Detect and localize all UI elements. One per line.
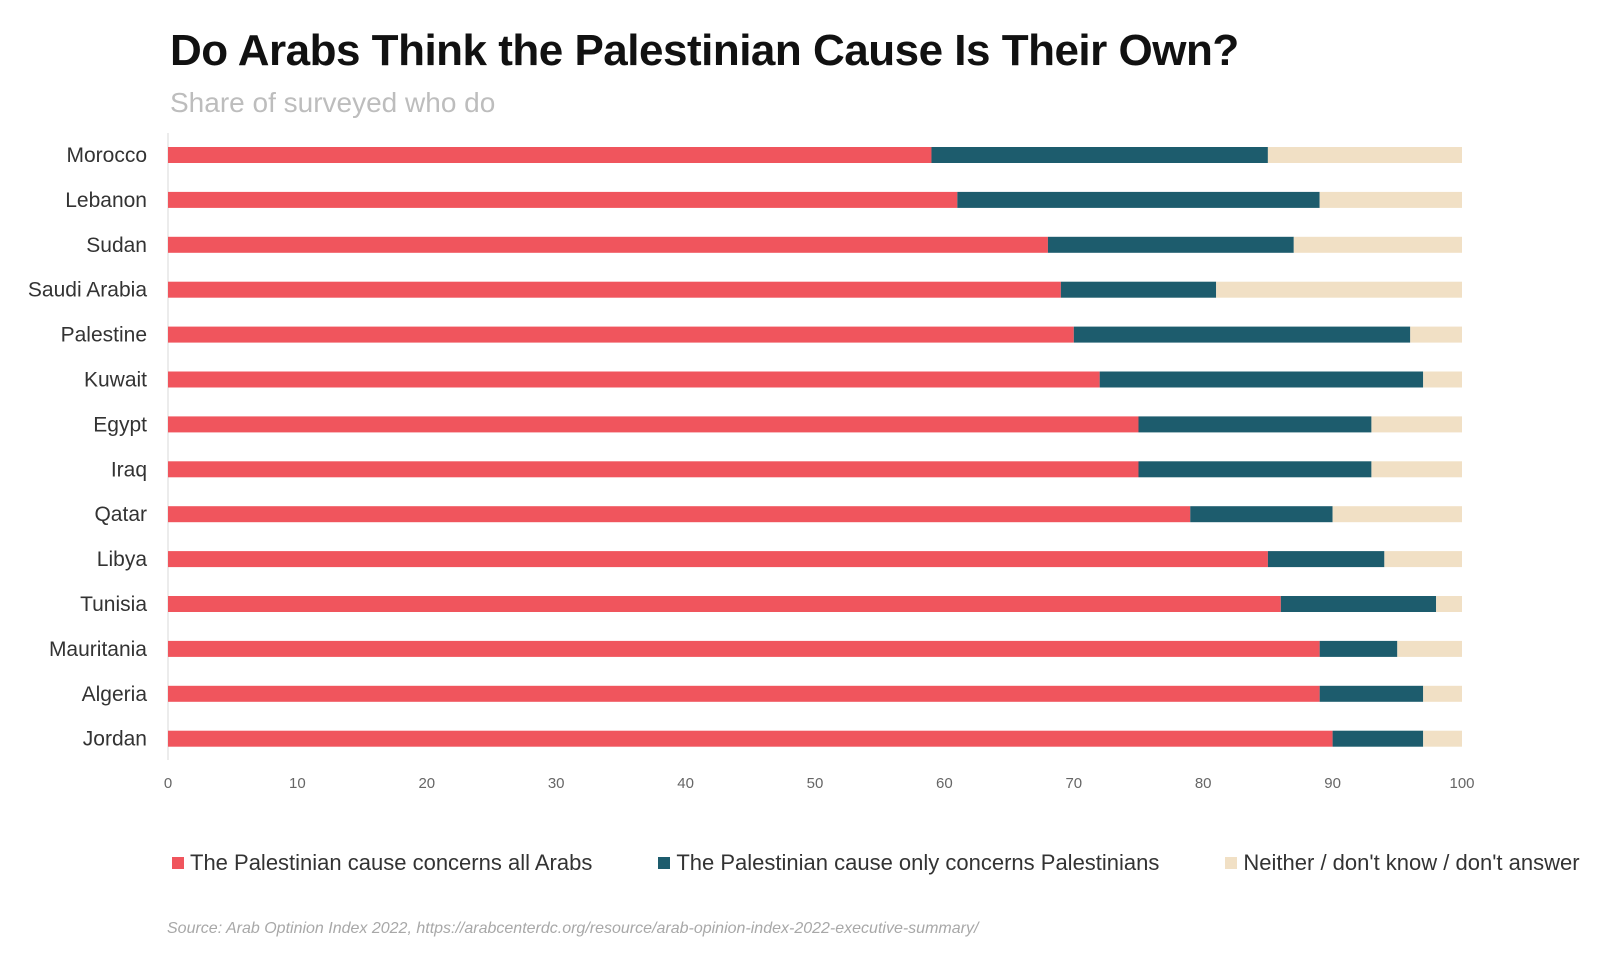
category-label-iraq: Iraq — [111, 458, 147, 481]
bar-kuwait-series-2 — [1423, 371, 1462, 388]
category-label-palestine: Palestine — [61, 324, 147, 347]
bar-saudi-arabia-series-1 — [1060, 281, 1217, 298]
bar-lebanon-series-2 — [1319, 191, 1462, 208]
bar-saudi-arabia-series-0 — [168, 281, 1061, 298]
bar-libya-series-0 — [168, 551, 1268, 568]
category-label-sudan: Sudan — [86, 234, 147, 257]
category-label-mauritania: Mauritania — [49, 638, 147, 661]
category-label-libya: Libya — [97, 548, 148, 571]
source-note: Source: Arab Optinion Index 2022, https:… — [167, 920, 979, 937]
category-label-egypt: Egypt — [93, 413, 147, 436]
bar-egypt-series-0 — [168, 416, 1139, 433]
bar-iraq-series-0 — [168, 461, 1139, 478]
x-tick-label-10: 10 — [289, 775, 306, 792]
x-tick-label-40: 40 — [677, 775, 694, 792]
x-tick-label-60: 60 — [936, 775, 953, 792]
bar-qatar-series-2 — [1332, 506, 1462, 523]
x-tick-label-50: 50 — [807, 775, 824, 792]
legend-swatch-neither — [1225, 857, 1238, 869]
stacked-bar-chart: Morocco Lebanon Sudan Saudi Arabia Palestine… — [28, 133, 1475, 792]
bar-mauritania-series-2 — [1397, 640, 1462, 657]
bar-qatar-series-0 — [168, 506, 1191, 523]
bar-palestine-series-0 — [168, 326, 1074, 343]
bar-iraq-series-1 — [1138, 461, 1372, 478]
category-label-algeria: Algeria — [82, 683, 148, 706]
bar-palestine-series-1 — [1073, 326, 1411, 343]
bar-lebanon-series-0 — [168, 191, 958, 208]
x-tick-label-70: 70 — [1065, 775, 1082, 792]
bar-jordan-series-2 — [1423, 730, 1462, 747]
legend-item-neither: Neither / don't know / don't answer — [1225, 850, 1580, 876]
legend-label-only-palestinians: The Palestinian cause only concerns Pale… — [676, 850, 1160, 875]
x-tick-label-90: 90 — [1324, 775, 1341, 792]
chart-subtitle: Share of surveyed who do — [170, 87, 496, 118]
bar-morocco-series-0 — [168, 147, 932, 163]
bar-algeria-series-1 — [1319, 685, 1424, 702]
bar-tunisia-series-2 — [1436, 596, 1462, 612]
bar-morocco-series-2 — [1267, 147, 1462, 163]
bar-algeria-series-0 — [168, 685, 1320, 702]
bar-tunisia-series-1 — [1280, 596, 1437, 612]
bar-iraq-series-2 — [1371, 461, 1462, 478]
x-tick-label-0: 0 — [164, 775, 172, 792]
bar-qatar-series-1 — [1190, 506, 1333, 523]
category-label-saudi-arabia: Saudi Arabia — [28, 279, 147, 302]
bar-egypt-series-1 — [1138, 416, 1372, 433]
bar-palestine-series-2 — [1410, 326, 1462, 343]
bar-tunisia-series-0 — [168, 596, 1281, 612]
x-tick-label-20: 20 — [418, 775, 435, 792]
category-label-morocco: Morocco — [66, 144, 147, 167]
chart-title: Do Arabs Think the Palestinian Cause Is … — [170, 26, 1239, 75]
bar-sudan-series-1 — [1047, 236, 1294, 253]
legend-item-all-arabs: The Palestinian cause concerns all Arabs — [172, 850, 592, 876]
bar-lebanon-series-1 — [957, 191, 1320, 208]
legend-swatch-all-arabs — [172, 857, 184, 869]
x-tick-label-30: 30 — [548, 775, 565, 792]
bar-morocco-series-1 — [931, 147, 1268, 163]
x-tick-label-100: 100 — [1449, 775, 1474, 792]
bar-libya-series-1 — [1267, 551, 1385, 568]
category-label-tunisia: Tunisia — [80, 593, 147, 616]
bar-mauritania-series-0 — [168, 640, 1320, 657]
category-label-kuwait: Kuwait — [84, 369, 147, 392]
bar-sudan-series-2 — [1293, 236, 1462, 253]
bar-jordan-series-0 — [168, 730, 1333, 747]
legend-label-neither: Neither / don't know / don't answer — [1243, 850, 1580, 875]
bar-mauritania-series-1 — [1319, 640, 1398, 657]
category-label-lebanon: Lebanon — [65, 189, 147, 212]
bar-sudan-series-0 — [168, 236, 1048, 253]
bar-jordan-series-1 — [1332, 730, 1424, 747]
bar-saudi-arabia-series-2 — [1216, 281, 1462, 298]
legend-item-only-palestinians: The Palestinian cause only concerns Pale… — [658, 850, 1159, 876]
bar-kuwait-series-0 — [168, 371, 1100, 388]
legend-label-all-arabs: The Palestinian cause concerns all Arabs — [190, 850, 593, 875]
bar-egypt-series-2 — [1371, 416, 1462, 433]
legend-swatch-only-palestinians — [658, 857, 671, 869]
category-label-jordan: Jordan — [83, 728, 147, 751]
category-label-qatar: Qatar — [94, 503, 147, 526]
chart-legend: The Palestinian cause concerns all Arabs… — [172, 850, 1580, 876]
bar-kuwait-series-1 — [1099, 371, 1424, 388]
x-tick-label-80: 80 — [1195, 775, 1212, 792]
bar-libya-series-2 — [1384, 551, 1462, 568]
bar-algeria-series-2 — [1423, 685, 1462, 702]
